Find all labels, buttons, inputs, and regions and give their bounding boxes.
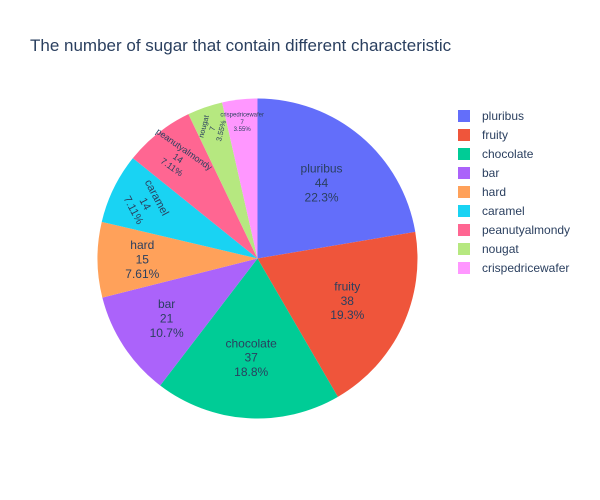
legend-swatch-crispedricewafer [458, 262, 470, 274]
pie-slice-crispedricewafer[interactable] [222, 98, 258, 259]
slice-label-hard: hard 15 7.61% [125, 238, 159, 281]
pie-slices [97, 98, 418, 419]
pie-slice-bar[interactable] [102, 258, 258, 386]
slice-label-fruity: fruity 38 19.3% [330, 279, 364, 322]
legend-swatch-hard [458, 186, 470, 198]
pie-slice-caramel[interactable] [101, 158, 258, 259]
legend-label-pluribus: pluribus [482, 109, 524, 123]
legend-item-caramel[interactable]: caramel [458, 204, 525, 218]
pie-slice-pluribus[interactable] [257, 98, 416, 259]
legend-label-crispedricewafer: crispedricewafer [482, 261, 569, 275]
legend-label-bar: bar [482, 166, 499, 180]
legend-swatch-chocolate [458, 148, 470, 160]
pie-slice-nougat[interactable] [188, 102, 258, 259]
slice-label-pluribus: pluribus 44 22.3% [301, 162, 343, 205]
legend-item-fruity[interactable]: fruity [458, 128, 508, 142]
legend-item-hard[interactable]: hard [458, 185, 506, 199]
legend-label-caramel: caramel [482, 204, 525, 218]
legend-label-fruity: fruity [482, 128, 508, 142]
legend-swatch-caramel [458, 205, 470, 217]
pie-slice-hard[interactable] [97, 221, 258, 298]
pie-slice-fruity[interactable] [257, 231, 418, 397]
legend[interactable]: pluribus fruity chocolate bar hard caramel pea… [458, 109, 570, 275]
chart-title: The number of sugar that contain differe… [30, 36, 452, 55]
legend-label-hard: hard [482, 185, 506, 199]
legend-item-peanutyalmondy[interactable]: peanutyalmondy [458, 223, 570, 237]
legend-item-nougat[interactable]: nougat [458, 242, 519, 256]
slice-label-crispedricewafer: crispedricewafer 7 3.55% [220, 113, 264, 133]
legend-swatch-peanutyalmondy [458, 224, 470, 236]
legend-item-chocolate[interactable]: chocolate [458, 147, 534, 161]
slice-label-chocolate: chocolate 37 18.8% [225, 336, 277, 379]
legend-swatch-nougat [458, 243, 470, 255]
legend-swatch-pluribus [458, 110, 470, 122]
legend-item-bar[interactable]: bar [458, 166, 499, 180]
legend-swatch-bar [458, 167, 470, 179]
legend-label-peanutyalmondy: peanutyalmondy [482, 223, 570, 237]
slice-label-bar: bar 21 10.7% [150, 297, 184, 340]
legend-swatch-fruity [458, 129, 470, 141]
pie-slice-chocolate[interactable] [160, 258, 338, 419]
legend-item-crispedricewafer[interactable]: crispedricewafer [458, 261, 569, 275]
legend-label-chocolate: chocolate [482, 147, 534, 161]
legend-item-pluribus[interactable]: pluribus [458, 109, 524, 123]
legend-label-nougat: nougat [482, 242, 519, 256]
pie-slice-peanutyalmondy[interactable] [132, 114, 258, 259]
